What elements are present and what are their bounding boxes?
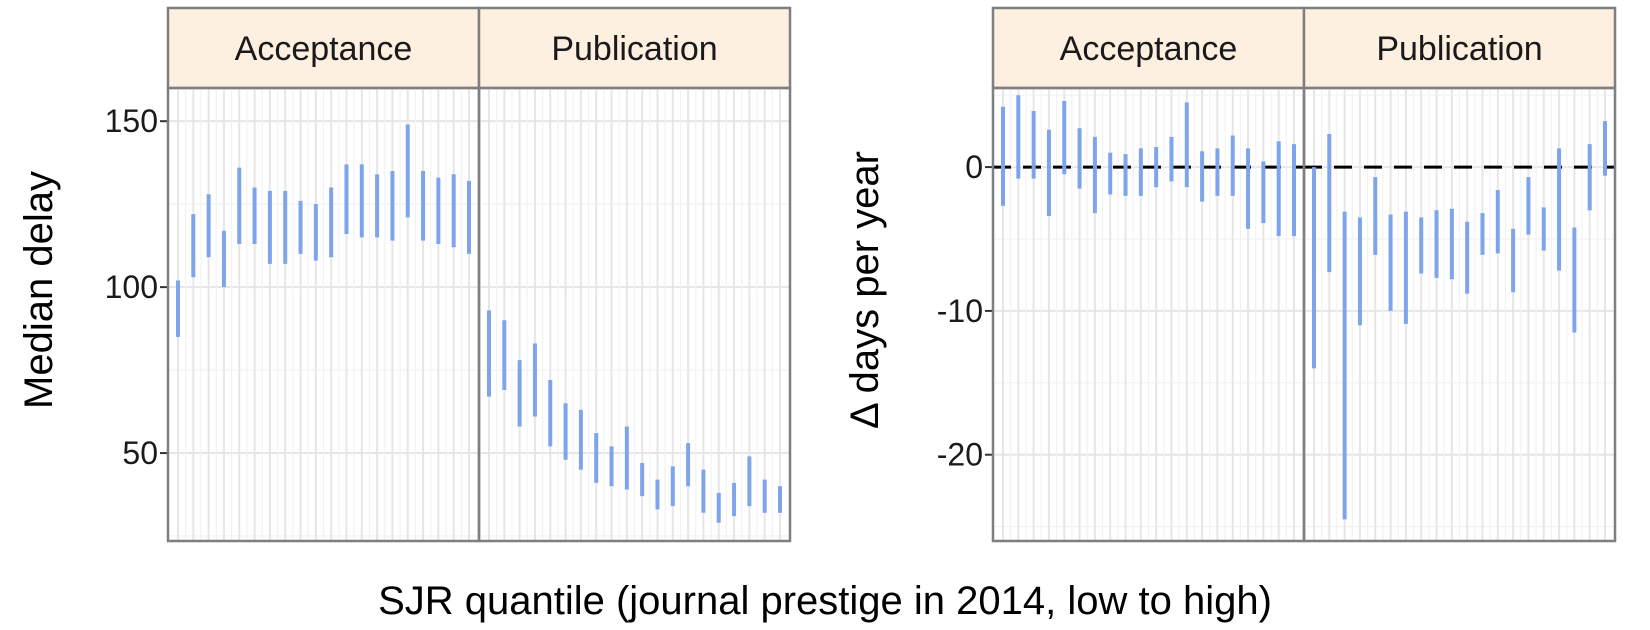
- y-axis-title-delta: Δ days per year: [843, 151, 887, 429]
- chart-root: Median delay 50 100 150 Acceptance Publicatio…: [17, 6, 1617, 543]
- y-tick-label: 0: [965, 149, 983, 185]
- panel-border: [1302, 86, 1617, 543]
- strip-background: [166, 6, 481, 90]
- y-tick-label: 50: [122, 435, 158, 471]
- panel-median-acceptance: Acceptance: [166, 6, 481, 543]
- strip-background: [477, 6, 792, 90]
- y-axis-title-median: Median delay: [17, 171, 61, 409]
- panel-delta-publication: Publication: [1302, 6, 1617, 543]
- panel-border: [477, 86, 792, 543]
- panel-delta-acceptance: Acceptance: [991, 6, 1306, 543]
- panel-title: Publication: [551, 30, 717, 68]
- y-tick-label: -20: [937, 437, 983, 473]
- panel-title: Acceptance: [1060, 30, 1238, 68]
- y-tick-label: 100: [105, 269, 158, 305]
- y-tick-label: 150: [105, 103, 158, 139]
- panel-title: Publication: [1376, 30, 1542, 68]
- x-axis-title: SJR quantile (journal prestige in 2014, …: [378, 579, 1272, 623]
- y-tick-label: -10: [937, 293, 983, 329]
- panel-title: Acceptance: [235, 30, 413, 68]
- panel-median-publication: Publication: [477, 6, 792, 543]
